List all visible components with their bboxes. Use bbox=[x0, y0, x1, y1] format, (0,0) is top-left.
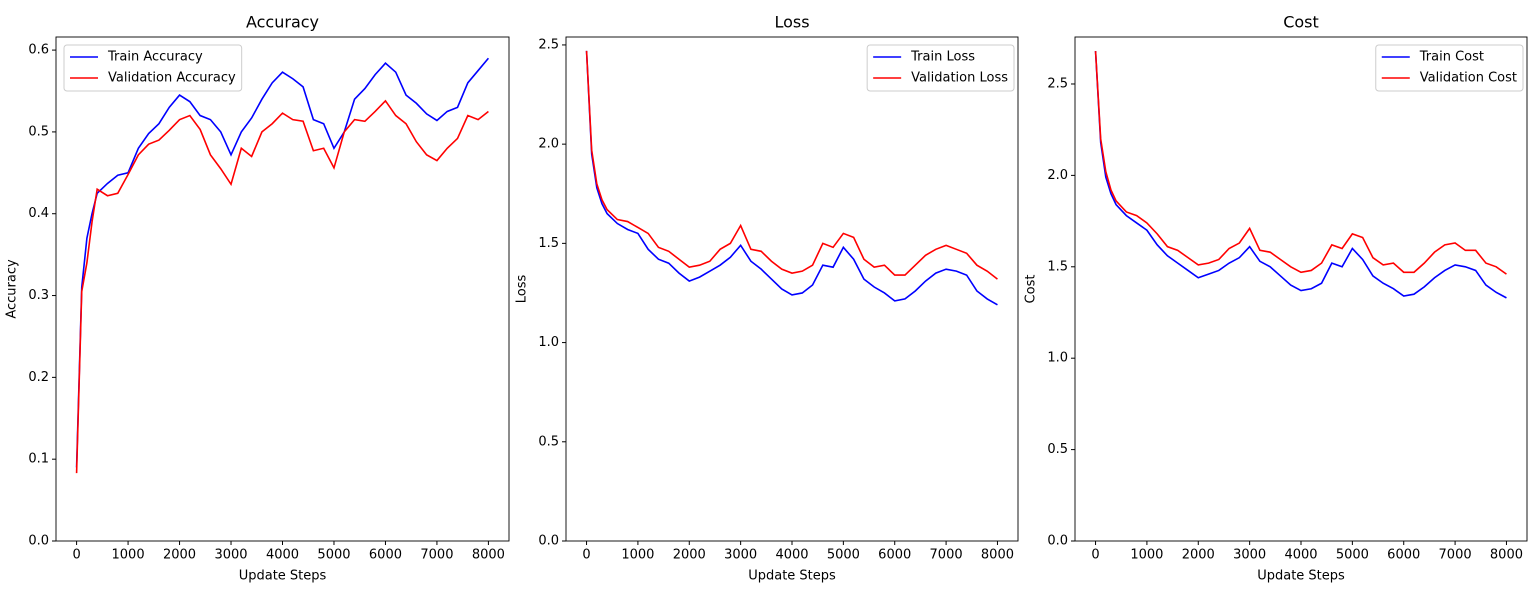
data-line bbox=[75, 57, 490, 468]
subplot: 0 1000 2000 3000 4000 5000 6000 7000 8000 0.0 0.1 0… bbox=[5, 13, 510, 584]
y-tick-label: 1.5 bbox=[1047, 259, 1068, 274]
legend: Train Cost Validation Cost bbox=[1375, 44, 1524, 92]
y-tick-label: 0.4 bbox=[28, 206, 49, 221]
data-line bbox=[75, 99, 489, 474]
x-tick-label: 4000 bbox=[775, 548, 808, 563]
y-axis-label: Loss bbox=[515, 275, 530, 304]
y-tick-label: 2.5 bbox=[1047, 76, 1068, 91]
x-tick-label: 7000 bbox=[930, 548, 963, 563]
x-tick-label: 8000 bbox=[1490, 548, 1523, 563]
x-tick-label: 5000 bbox=[827, 548, 860, 563]
chart-title: Loss bbox=[774, 13, 809, 32]
legend-label: Train Loss bbox=[910, 50, 975, 65]
legend-frame bbox=[866, 44, 1015, 92]
axes-frame bbox=[565, 36, 1019, 542]
x-tick-label: 0 bbox=[1091, 548, 1099, 563]
y-tick-label: 2.5 bbox=[538, 37, 559, 52]
x-tick-label: 8000 bbox=[981, 548, 1014, 563]
legend-label: Validation Accuracy bbox=[108, 71, 236, 86]
legend-label: Train Accuracy bbox=[107, 50, 203, 65]
data-line bbox=[1094, 51, 1507, 299]
x-tick-label: 7000 bbox=[1439, 548, 1472, 563]
y-tick-label: 1.0 bbox=[1047, 351, 1068, 366]
x-tick-label: 5000 bbox=[317, 548, 350, 563]
legend-label: Validation Cost bbox=[1420, 71, 1517, 86]
x-axis-label: Update Steps bbox=[748, 569, 836, 584]
chart-title: Cost bbox=[1283, 13, 1319, 32]
axes-frame bbox=[1074, 36, 1528, 542]
y-tick-label: 1.5 bbox=[538, 236, 559, 251]
data-line bbox=[1094, 51, 1507, 275]
x-tick-label: 6000 bbox=[369, 548, 402, 563]
chart-title: Accuracy bbox=[246, 13, 319, 32]
x-tick-label: 2000 bbox=[163, 548, 196, 563]
x-tick-label: 3000 bbox=[214, 548, 247, 563]
y-tick-label: 1.0 bbox=[538, 335, 559, 350]
x-tick-label: 6000 bbox=[1387, 548, 1420, 563]
x-tick-label: 8000 bbox=[472, 548, 505, 563]
x-tick-label: 2000 bbox=[1182, 548, 1215, 563]
y-tick-label: 0.5 bbox=[28, 124, 49, 139]
x-axis-label: Update Steps bbox=[1257, 569, 1345, 584]
legend: Train Loss Validation Loss bbox=[866, 44, 1015, 92]
y-tick-label: 0.1 bbox=[28, 452, 49, 467]
legend: Train Accuracy Validation Accuracy bbox=[63, 44, 243, 92]
x-tick-label: 2000 bbox=[673, 548, 706, 563]
y-axis-label: Accuracy bbox=[5, 259, 20, 319]
x-tick-label: 1000 bbox=[621, 548, 654, 563]
y-tick-label: 0.6 bbox=[28, 43, 49, 58]
x-axis-label: Update Steps bbox=[239, 569, 327, 584]
legend-label: Validation Loss bbox=[911, 71, 1008, 86]
x-tick-label: 4000 bbox=[266, 548, 299, 563]
legend-frame bbox=[1375, 44, 1524, 92]
x-tick-label: 0 bbox=[582, 548, 590, 563]
x-tick-label: 5000 bbox=[1336, 548, 1369, 563]
y-tick-label: 2.0 bbox=[1047, 168, 1068, 183]
x-tick-label: 0 bbox=[72, 548, 80, 563]
y-tick-label: 0.2 bbox=[28, 370, 49, 385]
x-tick-label: 4000 bbox=[1284, 548, 1317, 563]
x-tick-label: 1000 bbox=[1130, 548, 1163, 563]
data-line bbox=[585, 50, 998, 306]
x-tick-label: 6000 bbox=[878, 548, 911, 563]
x-tick-label: 3000 bbox=[724, 548, 757, 563]
x-tick-label: 3000 bbox=[1233, 548, 1266, 563]
subplot: 0 1000 2000 3000 4000 5000 6000 7000 8000 0.0 0.5 1… bbox=[515, 13, 1019, 584]
y-tick-label: 2.0 bbox=[538, 137, 559, 152]
y-tick-label: 0.0 bbox=[28, 534, 49, 549]
y-tick-label: 0.5 bbox=[1047, 442, 1068, 457]
x-tick-label: 1000 bbox=[112, 548, 145, 563]
data-line bbox=[585, 50, 998, 280]
y-tick-label: 0.3 bbox=[28, 288, 49, 303]
y-axis-label: Cost bbox=[1024, 275, 1039, 304]
legend-frame bbox=[63, 44, 243, 92]
y-tick-label: 0.5 bbox=[538, 434, 559, 449]
y-tick-label: 0.0 bbox=[1047, 534, 1068, 549]
subplot: 0 1000 2000 3000 4000 5000 6000 7000 8000 0.0 0.5 1… bbox=[1024, 13, 1528, 584]
y-tick-label: 0.0 bbox=[538, 534, 559, 549]
x-tick-label: 7000 bbox=[420, 548, 453, 563]
legend-label: Train Cost bbox=[1419, 50, 1484, 65]
